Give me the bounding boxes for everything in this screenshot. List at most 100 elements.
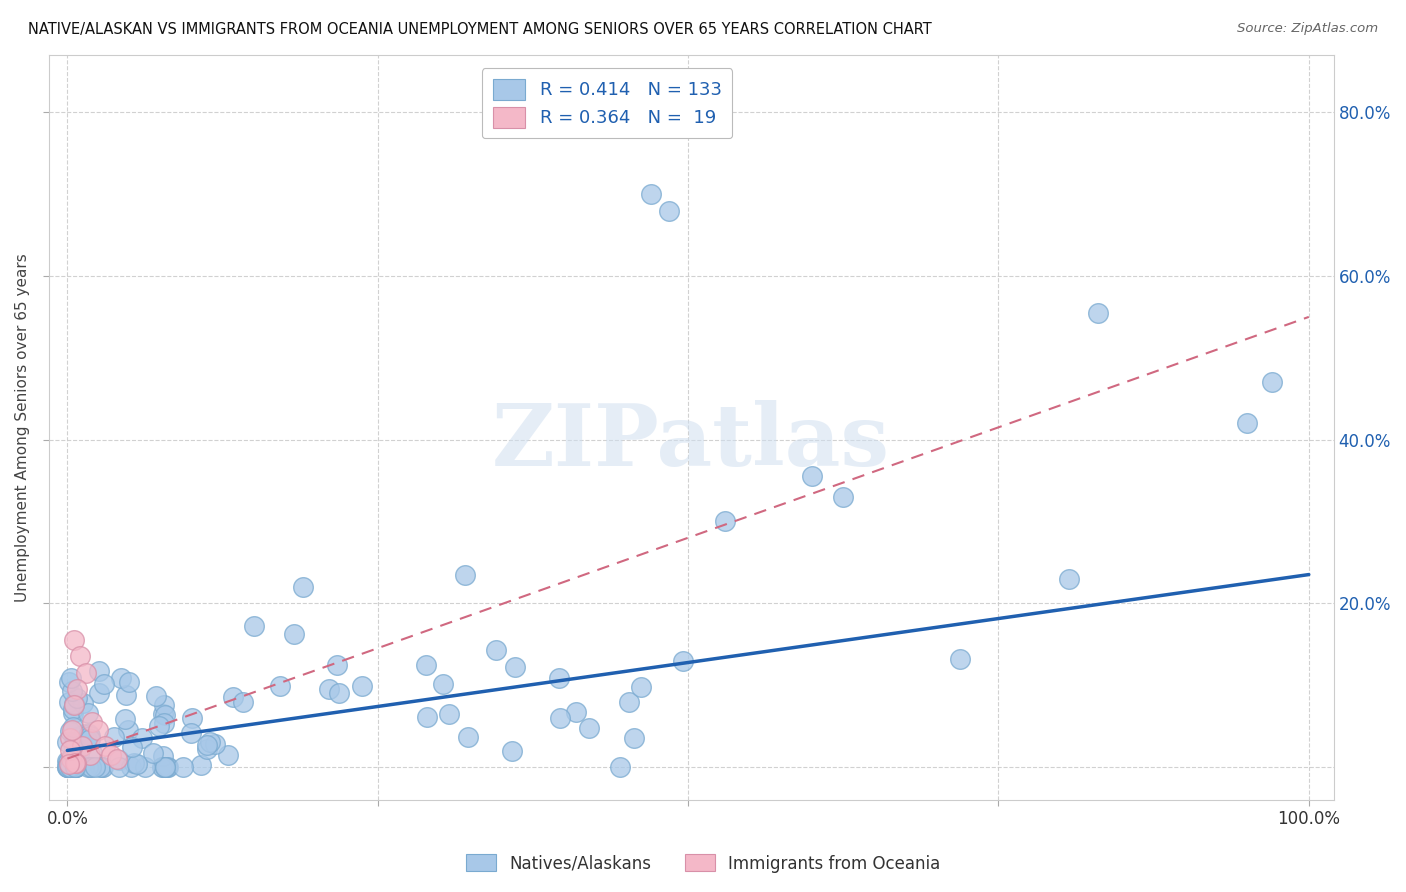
Point (110, 671, 132, 685)
Text: ZIPatlas: ZIPatlas (492, 401, 890, 484)
Point (172, 760, 194, 774)
Point (77, 727, 100, 741)
Point (69, 649, 91, 664)
Point (65, 760, 87, 774)
Point (100, 747, 122, 762)
Point (105, 751, 128, 765)
Point (145, 689, 167, 703)
Point (72, 739, 94, 754)
Point (76, 760, 98, 774)
Point (56, 735, 79, 749)
Point (63, 760, 86, 774)
Point (269, 679, 291, 693)
Point (415, 658, 437, 673)
Point (152, 706, 174, 721)
Legend: Natives/Alaskans, Immigrants from Oceania: Natives/Alaskans, Immigrants from Oceani… (460, 847, 946, 880)
Point (217, 748, 239, 763)
Point (1236, 416, 1258, 430)
Point (103, 731, 125, 745)
Point (114, 712, 136, 726)
Point (156, 760, 179, 774)
Point (832, 490, 855, 504)
Point (122, 756, 145, 771)
Point (180, 726, 202, 740)
Point (617, 695, 640, 709)
Point (59, 760, 82, 774)
Point (58, 760, 80, 774)
Point (65, 756, 87, 770)
Point (156, 760, 179, 774)
Point (1087, 306, 1109, 320)
Point (59, 760, 82, 774)
Point (190, 758, 212, 772)
Point (59, 760, 82, 774)
Point (153, 708, 176, 723)
Point (640, 187, 662, 202)
Point (801, 469, 824, 483)
Point (59, 731, 82, 746)
Point (93, 739, 115, 754)
Point (67, 742, 90, 756)
Point (63, 757, 86, 772)
Point (204, 737, 226, 751)
Point (457, 731, 479, 745)
Point (62, 633, 84, 648)
Point (93, 677, 115, 691)
Point (195, 742, 218, 756)
Point (67, 747, 90, 761)
Point (62, 698, 84, 713)
Point (501, 744, 523, 758)
Point (58, 760, 80, 774)
Point (222, 690, 245, 704)
Point (658, 203, 681, 218)
Point (150, 760, 173, 774)
Point (949, 652, 972, 666)
Point (578, 722, 600, 736)
Point (152, 760, 174, 774)
Point (416, 709, 439, 723)
Point (56, 754, 79, 768)
Point (62, 706, 84, 720)
Point (75, 665, 97, 680)
Point (350, 679, 373, 693)
Point (89, 664, 111, 678)
Point (87, 686, 110, 700)
Text: Source: ZipAtlas.com: Source: ZipAtlas.com (1237, 22, 1378, 36)
Point (58, 674, 80, 689)
Point (63, 760, 86, 774)
Point (155, 760, 177, 774)
Point (79, 732, 101, 747)
Point (180, 710, 202, 724)
Point (67, 729, 90, 743)
Point (60, 723, 83, 737)
Point (58, 760, 80, 774)
Point (115, 688, 138, 702)
Point (63, 697, 86, 711)
Point (107, 753, 129, 767)
Point (328, 686, 350, 700)
Point (326, 657, 349, 672)
Point (623, 731, 645, 746)
Point (148, 719, 170, 733)
Point (63, 735, 86, 749)
Point (56, 760, 79, 774)
Point (1260, 376, 1282, 390)
Point (565, 706, 588, 720)
Point (439, 707, 461, 722)
Point (63, 760, 86, 774)
Point (79, 729, 101, 743)
Point (60, 751, 83, 765)
Point (714, 515, 737, 529)
Point (59, 724, 82, 739)
Point (59, 671, 82, 685)
Point (195, 739, 218, 753)
Point (90, 760, 112, 774)
Point (63, 756, 86, 770)
Point (152, 716, 174, 731)
Point (152, 749, 174, 764)
Point (89, 760, 111, 774)
Point (292, 580, 315, 594)
Point (60, 683, 83, 698)
Point (127, 756, 149, 771)
Point (62, 720, 84, 734)
